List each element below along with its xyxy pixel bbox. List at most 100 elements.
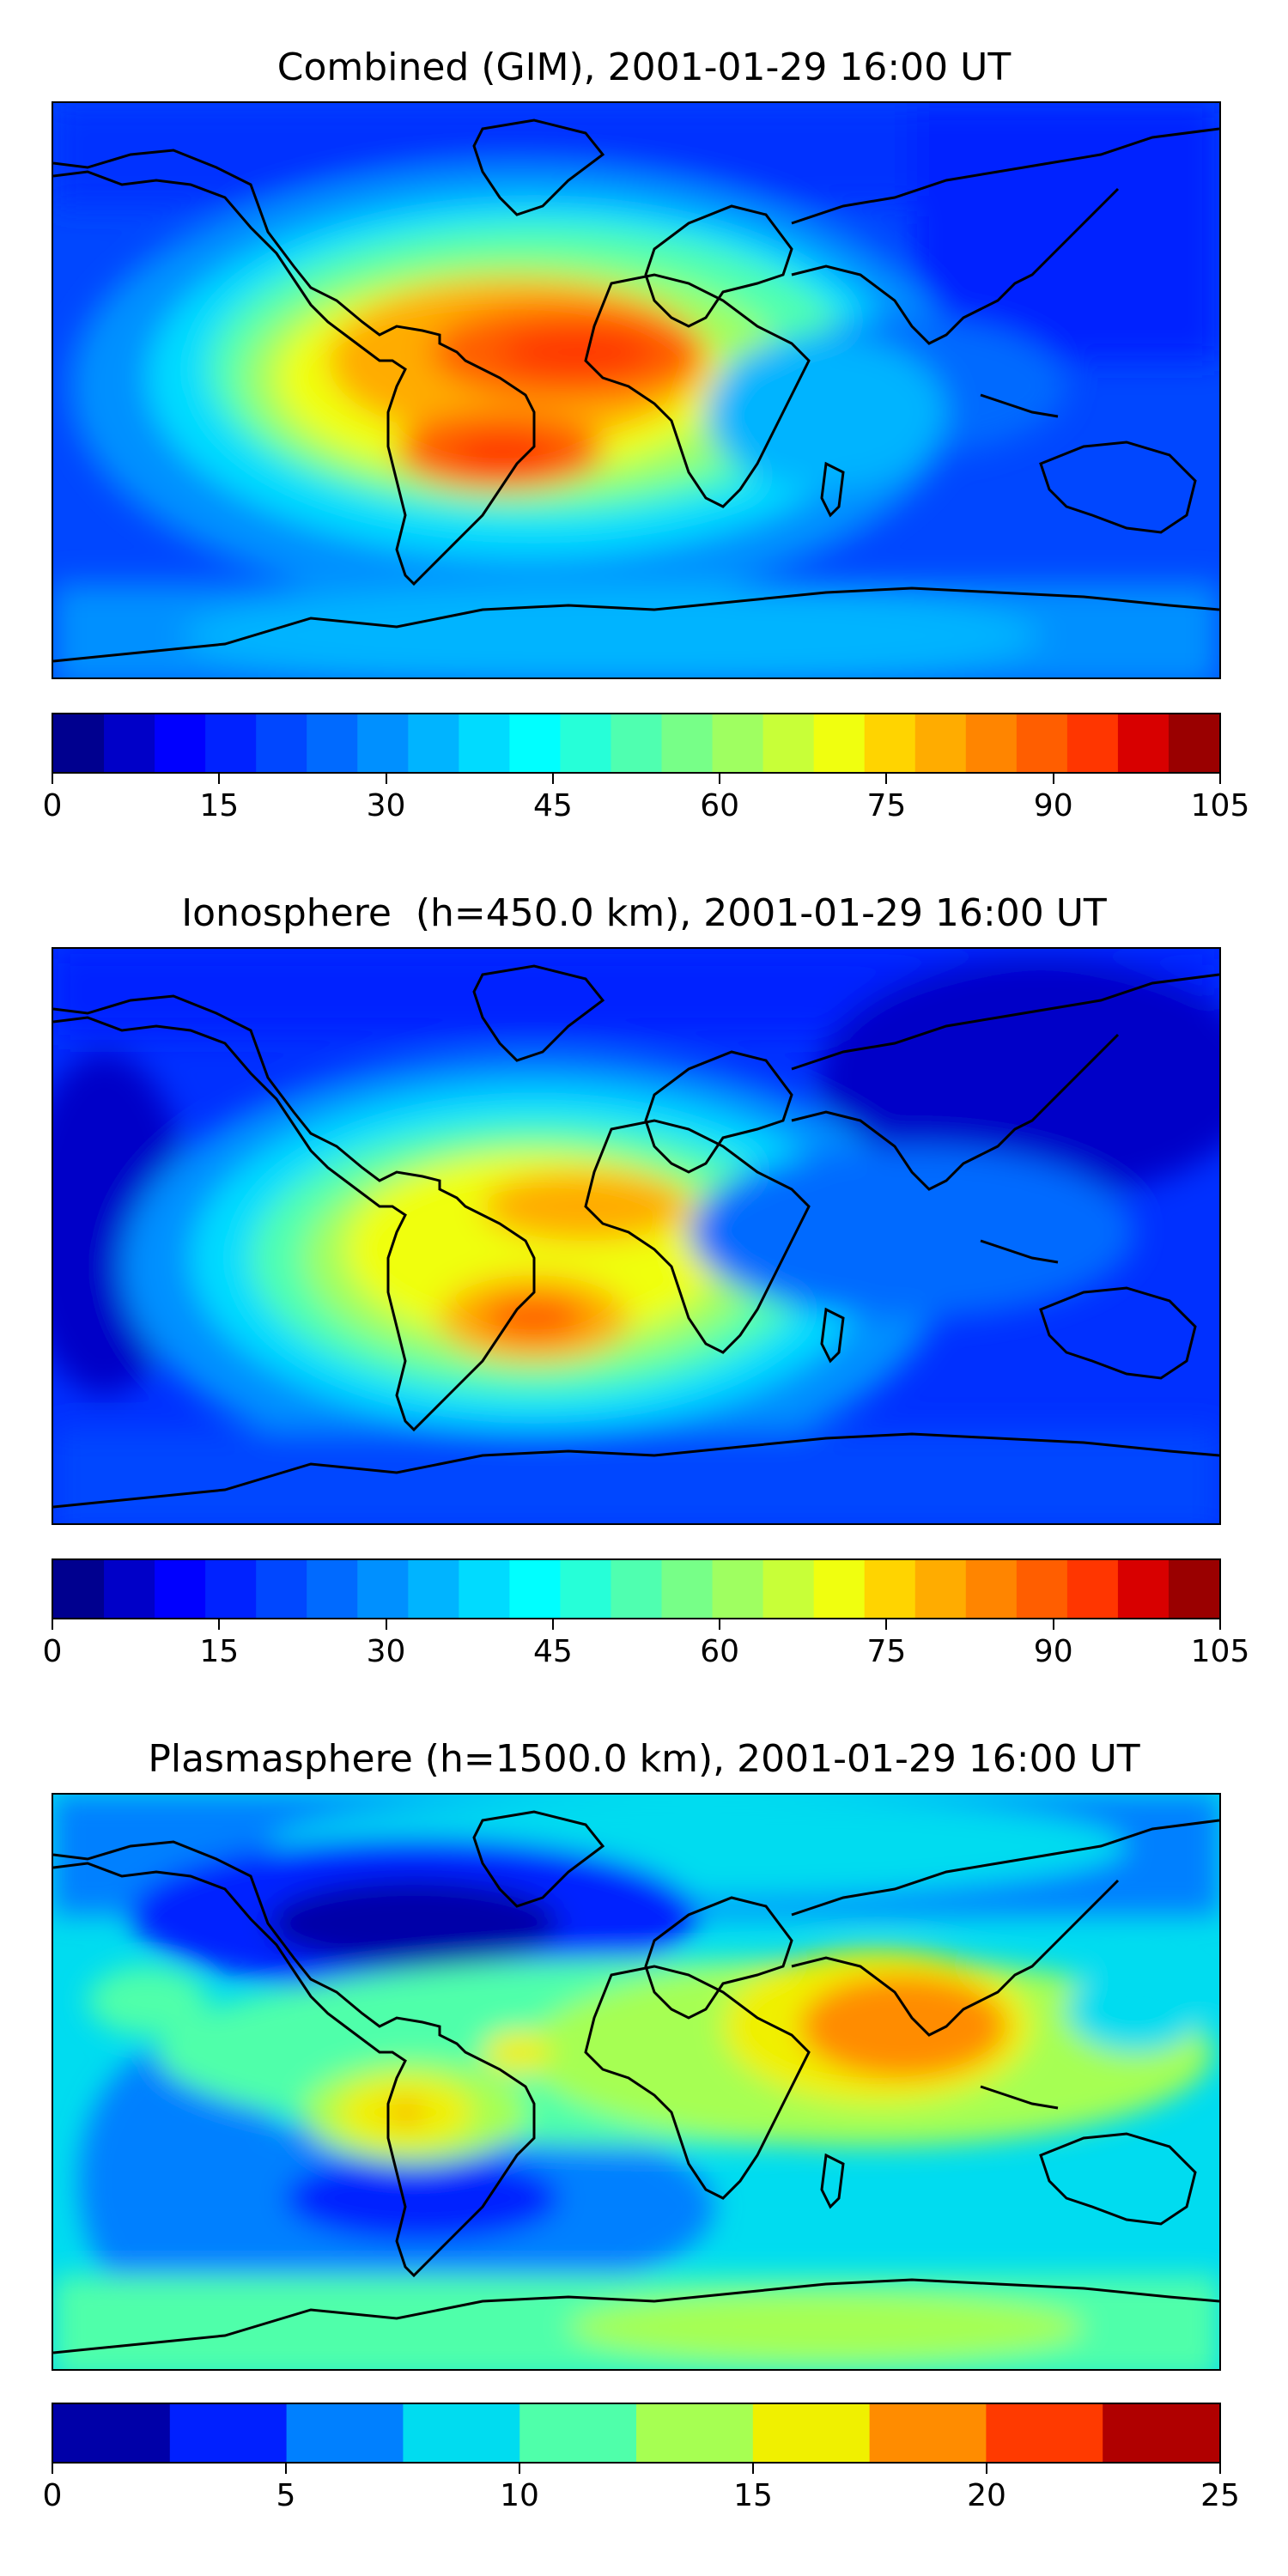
colorbar-tick-label: 45 bbox=[532, 1634, 573, 1669]
colorbar-swatch bbox=[712, 714, 764, 772]
colorbar-tick-label: 75 bbox=[866, 1634, 907, 1669]
colorbar-tick-mark bbox=[885, 1619, 888, 1630]
colorbar-swatch bbox=[636, 2404, 754, 2462]
colorbar-swatch bbox=[155, 1560, 206, 1618]
colorbar-swatch bbox=[53, 714, 105, 772]
colorbar-tick-mark bbox=[752, 2464, 754, 2474]
colorbar-swatch bbox=[712, 1560, 764, 1618]
colorbar-swatch bbox=[1103, 2404, 1219, 2462]
colorbar-swatch bbox=[307, 714, 358, 772]
colorbar-tick-label: 10 bbox=[500, 2478, 539, 2513]
colorbar-swatch bbox=[256, 1560, 307, 1618]
colorbar-swatch bbox=[813, 1560, 866, 1618]
colorbar-tick-label: 5 bbox=[276, 2478, 296, 2513]
colorbar-swatch bbox=[408, 1560, 459, 1618]
colorbar-swatch bbox=[155, 714, 206, 772]
colorbar-tick-label: 0 bbox=[42, 788, 63, 823]
colorbar-swatch bbox=[169, 2404, 288, 2462]
colorbar-swatches bbox=[53, 1560, 1219, 1618]
colorbar-tick-label: 15 bbox=[199, 1634, 240, 1669]
colorbar-tick-label: 20 bbox=[967, 2478, 1006, 2513]
colorbar-swatch bbox=[1168, 1560, 1219, 1618]
colorbar-tick-mark bbox=[218, 774, 221, 784]
colorbar-2-ticks: 0 15 30 45 60 75 90 105 bbox=[43, 1619, 1249, 1671]
colorbar-tick-label: 30 bbox=[366, 788, 406, 823]
colorbar-tick-mark bbox=[519, 2464, 520, 2474]
colorbar-swatch bbox=[1117, 1560, 1170, 1618]
colorbar-tick-mark bbox=[1052, 1619, 1054, 1630]
colorbar-tick-mark bbox=[285, 2464, 287, 2474]
plasmasphere-map bbox=[52, 1793, 1221, 2371]
colorbar-swatch bbox=[307, 1560, 358, 1618]
colorbar-swatch bbox=[519, 2404, 637, 2462]
colorbar-swatch bbox=[1016, 714, 1068, 772]
colorbar-swatch bbox=[965, 714, 1018, 772]
colorbar-tick-mark bbox=[1219, 774, 1221, 784]
colorbar-swatch bbox=[205, 1560, 257, 1618]
colorbar-swatch bbox=[1016, 1560, 1068, 1618]
colorbar-swatch bbox=[914, 714, 967, 772]
colorbar-tick-label: 60 bbox=[700, 1634, 740, 1669]
colorbar-swatch bbox=[459, 1560, 510, 1618]
colorbar-tick-label: 0 bbox=[42, 2478, 63, 2513]
colorbar-tick-label: 60 bbox=[700, 788, 740, 823]
colorbar-swatch bbox=[661, 1560, 714, 1618]
colorbar-3-ticks: 0 5 10 15 20 25 bbox=[43, 2464, 1240, 2515]
colorbar-tick-label: 75 bbox=[866, 788, 907, 823]
colorbar-swatch bbox=[509, 714, 562, 772]
colorbar-swatch bbox=[408, 714, 459, 772]
colorbar-swatch bbox=[53, 2404, 171, 2462]
colorbar-tick-mark bbox=[1219, 2464, 1221, 2474]
colorbar-swatch bbox=[357, 714, 409, 772]
colorbar-swatch bbox=[752, 2404, 871, 2462]
colorbar-tick-label: 45 bbox=[532, 788, 573, 823]
colorbar-tick-label: 25 bbox=[1200, 2478, 1240, 2513]
colorbar-swatch bbox=[813, 714, 866, 772]
colorbar-swatch bbox=[509, 1560, 562, 1618]
colorbar-swatch bbox=[762, 714, 815, 772]
colorbar-tick-mark bbox=[1052, 774, 1054, 784]
colorbar-swatch bbox=[869, 2404, 987, 2462]
colorbar-swatch bbox=[611, 714, 663, 772]
colorbar-swatch bbox=[53, 1560, 105, 1618]
colorbar-swatch bbox=[1066, 714, 1119, 772]
colorbar-swatch bbox=[286, 2404, 404, 2462]
panel-1-title: Combined (GIM), 2001-01-29 16:00 UT bbox=[276, 46, 1012, 89]
colorbar-swatch bbox=[104, 714, 155, 772]
colorbar-tick-mark bbox=[719, 1619, 721, 1630]
colorbar-tick-mark bbox=[52, 774, 53, 784]
colorbar-swatch bbox=[357, 1560, 409, 1618]
colorbar-tick-label: 15 bbox=[199, 788, 240, 823]
colorbar-swatch bbox=[1117, 714, 1170, 772]
colorbar-swatch bbox=[661, 714, 714, 772]
colorbar-1 bbox=[52, 713, 1221, 774]
colorbar-2 bbox=[52, 1558, 1221, 1619]
colorbar-swatch bbox=[762, 1560, 815, 1618]
colorbar-tick-mark bbox=[1219, 1619, 1221, 1630]
colorbar-swatch bbox=[965, 1560, 1018, 1618]
colorbar-tick-mark bbox=[385, 1619, 387, 1630]
colorbar-tick-label: 30 bbox=[366, 1634, 406, 1669]
colorbar-tick-mark bbox=[719, 774, 721, 784]
combined-gim-map bbox=[52, 101, 1221, 679]
colorbar-swatch bbox=[205, 714, 257, 772]
ionosphere-map bbox=[52, 947, 1221, 1525]
colorbar-swatch bbox=[1168, 714, 1219, 772]
colorbar-swatch bbox=[864, 714, 916, 772]
colorbar-tick-mark bbox=[986, 2464, 987, 2474]
colorbar-tick-mark bbox=[885, 774, 888, 784]
colorbar-tick-label: 90 bbox=[1033, 1634, 1073, 1669]
colorbar-tick-mark bbox=[218, 1619, 221, 1630]
colorbar-swatch bbox=[914, 1560, 967, 1618]
colorbar-tick-mark bbox=[551, 1619, 554, 1630]
panel-2-title: Ionosphere (h=450.0 km), 2001-01-29 16:0… bbox=[181, 891, 1107, 935]
colorbar-swatches bbox=[53, 2404, 1219, 2462]
colorbar-swatch bbox=[459, 714, 510, 772]
colorbar-tick-label: 0 bbox=[42, 1634, 63, 1669]
colorbar-swatch bbox=[104, 1560, 155, 1618]
colorbar-swatch bbox=[611, 1560, 663, 1618]
colorbar-swatch bbox=[403, 2404, 520, 2462]
colorbar-swatch bbox=[560, 714, 612, 772]
colorbar-tick-label: 105 bbox=[1190, 788, 1250, 823]
colorbar-1-ticks: 0 15 30 45 60 75 90 105 bbox=[43, 774, 1249, 825]
